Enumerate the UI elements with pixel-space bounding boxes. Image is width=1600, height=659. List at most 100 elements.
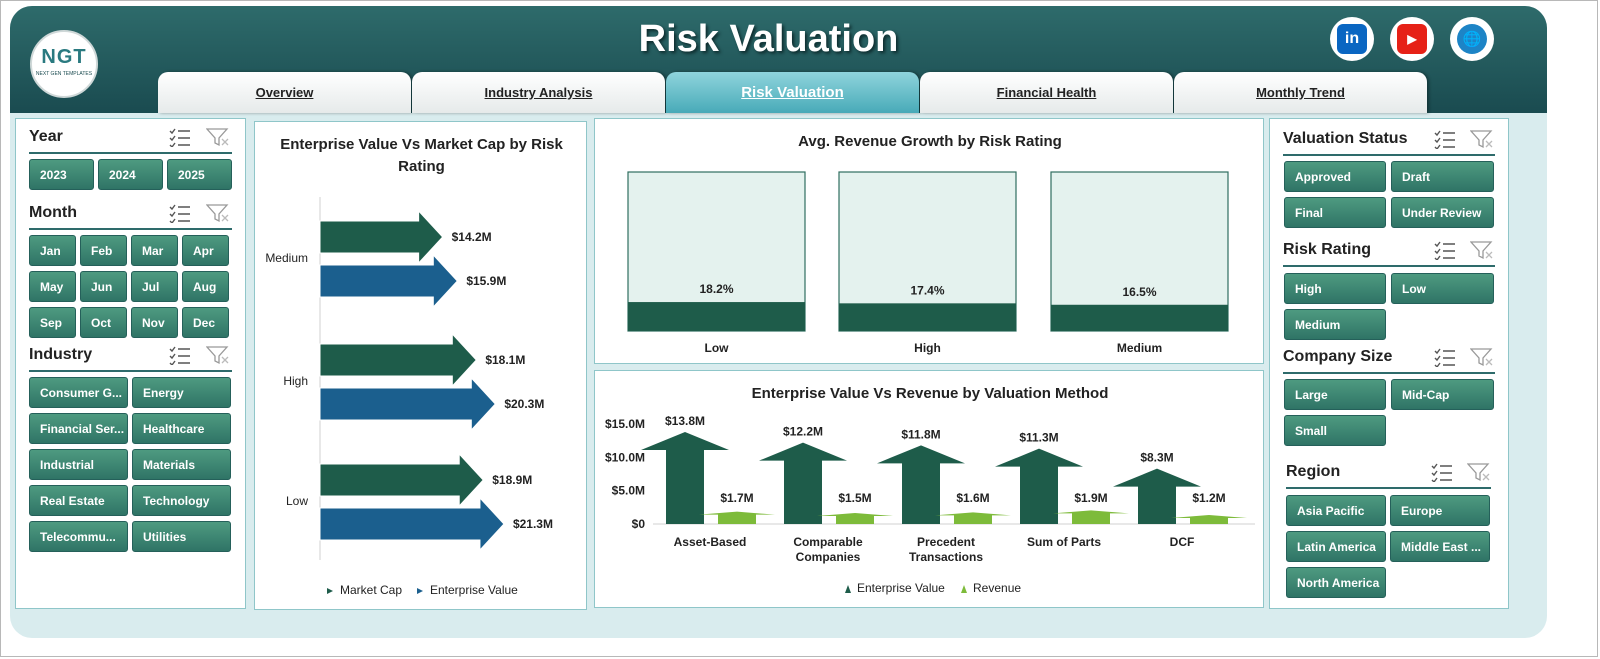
slicer-item[interactable]: Energy — [132, 377, 231, 408]
slicer-item[interactable]: Apr — [182, 235, 229, 266]
month-slicer-title: Month — [29, 204, 77, 221]
tab-risk-valuation[interactable]: Risk Valuation — [666, 72, 919, 113]
multi-select-icon[interactable] — [168, 203, 192, 223]
clear-filter-icon[interactable] — [206, 203, 230, 223]
slicer-item[interactable]: Oct — [80, 307, 127, 338]
slicer-item[interactable]: Jun — [80, 271, 127, 302]
slicer-item[interactable]: Draft — [1391, 161, 1494, 192]
slicer-item[interactable]: High — [1284, 273, 1386, 304]
slicer-item[interactable]: Financial Ser... — [29, 413, 128, 444]
slicer-item[interactable]: Low — [1391, 273, 1494, 304]
slicer-item[interactable]: Materials — [132, 449, 231, 480]
revenue-arrow — [817, 513, 893, 524]
slicer-item[interactable]: Utilities — [132, 521, 231, 552]
slicer-item[interactable]: Consumer G... — [29, 377, 128, 408]
slicer-item[interactable]: Dec — [182, 307, 229, 338]
slicer-divider — [1283, 265, 1495, 267]
enterprise-value-arrow — [1113, 468, 1201, 524]
clear-filter-icon[interactable] — [1470, 129, 1494, 149]
data-label: $11.8M — [901, 427, 940, 441]
slicer-item[interactable]: Middle East ... — [1390, 531, 1490, 562]
multi-select-icon[interactable] — [168, 127, 192, 147]
clear-filter-icon[interactable] — [206, 127, 230, 147]
region-slicer-title: Region — [1286, 463, 1341, 480]
slicer-item[interactable]: Final — [1284, 197, 1386, 228]
slicer-item[interactable]: 2025 — [167, 159, 232, 190]
year-slicer-title: Year — [29, 128, 63, 145]
category-label: High — [283, 374, 308, 388]
data-label: 17.4% — [910, 283, 944, 297]
tab-industry-analysis[interactable]: Industry Analysis — [412, 72, 665, 113]
legend-label: Enterprise Value — [430, 583, 518, 597]
slicer-item[interactable]: Medium — [1284, 309, 1386, 340]
category-label: Companies — [796, 550, 861, 564]
slicer-item[interactable]: Nov — [131, 307, 178, 338]
youtube-button[interactable]: ▶ — [1390, 17, 1434, 61]
revenue-growth-bar — [839, 303, 1016, 331]
multi-select-icon[interactable] — [1433, 240, 1457, 260]
slicer-item[interactable]: Small — [1284, 415, 1386, 446]
slicer-item[interactable]: Mid-Cap — [1391, 379, 1494, 410]
tab-overview[interactable]: Overview — [158, 72, 411, 113]
slicer-divider — [1283, 154, 1495, 156]
slicer-item[interactable]: Technology — [132, 485, 231, 516]
ev-vs-marketcap-chart: Medium $14.2M $15.9M High $18.1M $20.3M Low $18… — [265, 197, 553, 597]
slicer-item[interactable]: Aug — [182, 271, 229, 302]
multi-select-icon[interactable] — [168, 345, 192, 365]
y-tick-label: $15.0M — [605, 417, 645, 431]
multi-select-icon[interactable] — [1430, 462, 1454, 482]
clear-filter-icon[interactable] — [1470, 347, 1494, 367]
y-tick-label: $0 — [632, 517, 646, 531]
slicer-item[interactable]: Latin America — [1286, 531, 1386, 562]
risk-rating-slicer-title: Risk Rating — [1283, 241, 1372, 258]
clear-filter-icon[interactable] — [1467, 462, 1491, 482]
slicer-item[interactable]: Jul — [131, 271, 178, 302]
website-button[interactable]: 🌐 — [1450, 17, 1494, 61]
ev-vs-marketcap-panel: Enterprise Value Vs Market Cap by Risk R… — [254, 121, 587, 610]
linkedin-button[interactable]: in — [1330, 17, 1374, 61]
slicer-item[interactable]: Europe — [1390, 495, 1490, 526]
slicer-item[interactable]: 2024 — [98, 159, 163, 190]
data-label: $11.3M — [1019, 431, 1058, 445]
category-label: Low — [705, 341, 730, 355]
logo: NGT NEXT GEN TEMPLATES — [30, 30, 98, 98]
slicer-item[interactable]: Asia Pacific — [1286, 495, 1386, 526]
slicer-item[interactable]: Healthcare — [132, 413, 231, 444]
slicer-divider — [29, 370, 232, 372]
data-label: 16.5% — [1122, 285, 1156, 299]
legend-label: Revenue — [973, 581, 1021, 595]
multi-select-icon[interactable] — [1433, 347, 1457, 367]
tab-monthly-trend[interactable]: Monthly Trend — [1174, 72, 1427, 113]
data-label: $8.3M — [1140, 451, 1173, 465]
revenue-arrow — [1171, 515, 1247, 524]
linkedin-icon: in — [1337, 24, 1367, 54]
slicer-item[interactable]: Approved — [1284, 161, 1386, 192]
slicer-item[interactable]: Jan — [29, 235, 76, 266]
page-title: Risk Valuation — [638, 18, 899, 60]
tab-financial-health[interactable]: Financial Health — [920, 72, 1173, 113]
slicer-item[interactable]: Telecommu... — [29, 521, 128, 552]
slicer-item[interactable]: Feb — [80, 235, 127, 266]
category-label: Comparable — [793, 535, 863, 549]
slicer-divider — [29, 228, 232, 230]
left-slicer-panel: Year 2023 2024 2025 Month Jan Feb Mar Ap… — [15, 118, 246, 609]
valuation-status-slicer-title: Valuation Status — [1283, 130, 1408, 147]
legend-marker — [327, 588, 333, 594]
data-label: $18.9M — [492, 473, 532, 487]
slicer-item[interactable]: Mar — [131, 235, 178, 266]
slicer-item[interactable]: North America — [1286, 567, 1386, 598]
slicer-item[interactable]: May — [29, 271, 76, 302]
multi-select-icon[interactable] — [1433, 129, 1457, 149]
clear-filter-icon[interactable] — [206, 345, 230, 365]
slicer-item[interactable]: Sep — [29, 307, 76, 338]
slicer-item[interactable]: Industrial — [29, 449, 128, 480]
revenue-growth-chart: 18.2% Low 17.4% High 16.5% Medium — [627, 171, 1229, 355]
clear-filter-icon[interactable] — [1470, 240, 1494, 260]
slicer-item[interactable]: Large — [1284, 379, 1386, 410]
ev-vs-revenue-panel: Enterprise Value Vs Revenue by Valuation… — [594, 370, 1264, 608]
revenue-growth-bar — [628, 302, 805, 331]
revenue-growth-bar — [1051, 304, 1228, 331]
slicer-item[interactable]: 2023 — [29, 159, 94, 190]
slicer-item[interactable]: Real Estate — [29, 485, 128, 516]
slicer-item[interactable]: Under Review — [1391, 197, 1494, 228]
